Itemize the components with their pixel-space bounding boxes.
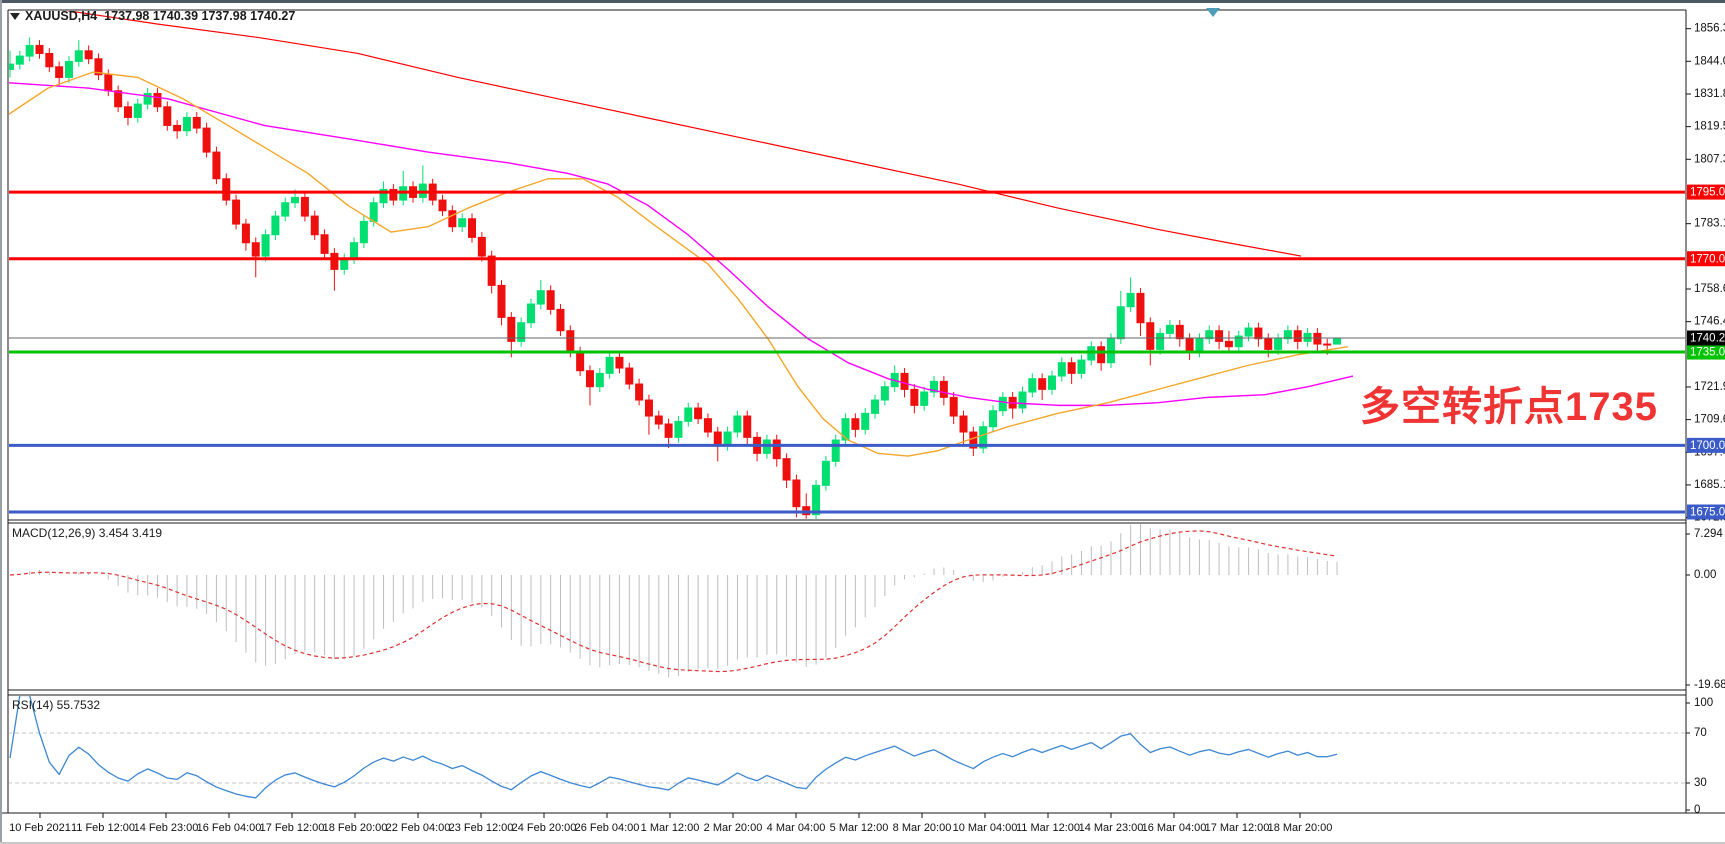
svg-text:1746.40: 1746.40 (1694, 316, 1725, 328)
svg-text:70: 70 (1694, 727, 1707, 739)
svg-text:1700.00: 1700.00 (1690, 440, 1725, 452)
rsi-panel[interactable] (8, 696, 1686, 799)
svg-text:1819.55: 1819.55 (1694, 121, 1725, 133)
svg-text:4 Mar 04:00: 4 Mar 04:00 (767, 822, 826, 834)
price-tag-1770.00: 1770.00 (1687, 251, 1725, 267)
macd-signal-line (9, 530, 1338, 673)
svg-text:1675.00: 1675.00 (1690, 507, 1725, 519)
svg-text:30: 30 (1694, 777, 1707, 789)
svg-text:18 Mar 20:00: 18 Mar 20:00 (1268, 822, 1333, 834)
svg-text:18 Feb 20:00: 18 Feb 20:00 (323, 822, 388, 834)
price-axis[interactable]: 1856.30 1844.05 1831.80 1819.55 1807.30 1783.… (1686, 23, 1725, 816)
svg-text:1735.00: 1735.00 (1690, 347, 1725, 359)
macd-indicator-label: MACD(12,26,9) 3.454 3.419 (12, 526, 163, 540)
svg-text:1831.80: 1831.80 (1694, 88, 1725, 100)
chart-shift-icon[interactable] (1206, 8, 1220, 17)
svg-text:22 Feb 04:00: 22 Feb 04:00 (386, 822, 451, 834)
svg-text:14 Mar 23:00: 14 Mar 23:00 (1079, 822, 1144, 834)
window-top-border (0, 0, 1725, 3)
svg-text:24 Feb 20:00: 24 Feb 20:00 (512, 822, 577, 834)
ma-mid-magenta (9, 82, 1354, 407)
svg-text:11 Feb 12:00: 11 Feb 12:00 (71, 822, 135, 834)
svg-text:16 Feb 04:00: 16 Feb 04:00 (197, 822, 262, 834)
window-bottom-border (0, 842, 1725, 844)
svg-text:1709.65: 1709.65 (1694, 414, 1725, 426)
chart-title-bar[interactable]: XAUUSD,H4 1737.98 1740.39 1737.98 1740.2… (10, 9, 295, 23)
rsi-indicator-label: RSI(14) 55.7532 (12, 698, 101, 712)
svg-text:0: 0 (1694, 804, 1700, 816)
price-tag-1675.00: 1675.00 (1687, 504, 1725, 520)
price-annotation-text: 多空转折点1735 (1360, 385, 1658, 429)
svg-text:1844.05: 1844.05 (1694, 55, 1725, 67)
svg-text:10 Feb 2021: 10 Feb 2021 (9, 822, 71, 834)
svg-text:8 Mar 20:00: 8 Mar 20:00 (893, 822, 952, 834)
svg-text:5 Mar 12:00: 5 Mar 12:00 (830, 822, 889, 834)
svg-text:1807.30: 1807.30 (1694, 153, 1725, 165)
price-tag-1735.00: 1735.00 (1687, 344, 1725, 360)
rsi-line (9, 696, 1338, 799)
svg-text:-19.689: -19.689 (1694, 679, 1725, 691)
window-left-border (0, 0, 2, 844)
svg-text:10 Mar 04:00: 10 Mar 04:00 (953, 822, 1018, 834)
chart-title: XAUUSD,H4 1737.98 1740.39 1737.98 1740.2… (25, 9, 296, 23)
main-price-panel[interactable] (7, 11, 1687, 520)
svg-text:17 Mar 12:00: 17 Mar 12:00 (1205, 822, 1270, 834)
svg-text:7.294: 7.294 (1694, 528, 1723, 540)
svg-text:11 Mar 12:00: 11 Mar 12:00 (1016, 822, 1080, 834)
svg-text:0.00: 0.00 (1694, 569, 1716, 581)
svg-text:1 Mar 12:00: 1 Mar 12:00 (641, 822, 700, 834)
svg-text:1721.90: 1721.90 (1694, 381, 1725, 393)
svg-text:16 Mar 04:00: 16 Mar 04:00 (1142, 822, 1207, 834)
ma-slow-red (67, 11, 1302, 257)
svg-text:17 Feb 12:00: 17 Feb 12:00 (260, 822, 325, 834)
svg-text:1685.15: 1685.15 (1694, 479, 1725, 491)
svg-text:1856.30: 1856.30 (1694, 23, 1725, 35)
svg-text:1770.00: 1770.00 (1690, 253, 1725, 265)
symbol-dropdown-icon[interactable] (10, 12, 20, 20)
macd-panel[interactable] (9, 524, 1338, 678)
price-tag-1795.00: 1795.00 (1687, 184, 1725, 200)
ma-fast-orange (9, 71, 1349, 457)
svg-text:1758.65: 1758.65 (1694, 283, 1725, 295)
svg-text:23 Feb 12:00: 23 Feb 12:00 (449, 822, 514, 834)
svg-text:26 Feb 04:00: 26 Feb 04:00 (575, 822, 640, 834)
svg-text:100: 100 (1694, 697, 1713, 709)
svg-text:2 Mar 20:00: 2 Mar 20:00 (704, 822, 763, 834)
svg-text:1795.00: 1795.00 (1690, 187, 1725, 199)
price-tag-1740.27: 1740.27 (1687, 330, 1725, 346)
svg-text:1783.15: 1783.15 (1694, 218, 1725, 230)
svg-text:14 Feb 23:00: 14 Feb 23:00 (134, 822, 199, 834)
svg-text:1740.27: 1740.27 (1690, 333, 1725, 345)
price-tag-1700.00: 1700.00 (1687, 437, 1725, 453)
